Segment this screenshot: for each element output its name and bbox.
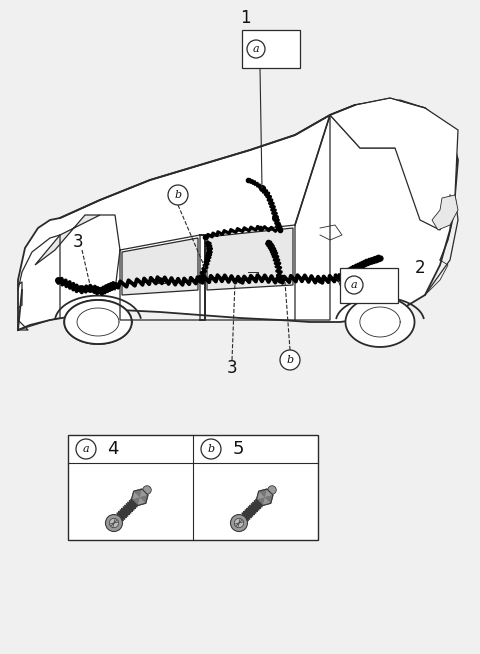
Polygon shape (432, 195, 458, 230)
Text: a: a (351, 280, 357, 290)
Bar (242, 30, 300, 68)
Text: b: b (174, 190, 181, 200)
Circle shape (168, 185, 188, 205)
Text: b: b (287, 355, 294, 365)
Polygon shape (265, 489, 273, 497)
Bar (340, 268, 398, 303)
Circle shape (280, 350, 300, 370)
Polygon shape (122, 238, 198, 295)
Text: 3: 3 (72, 233, 84, 251)
Polygon shape (35, 215, 100, 265)
Polygon shape (132, 497, 140, 506)
Text: 2: 2 (415, 259, 426, 277)
Text: 1: 1 (240, 9, 250, 27)
Polygon shape (140, 495, 148, 504)
Circle shape (76, 439, 96, 459)
Text: 5: 5 (232, 440, 244, 458)
Circle shape (234, 519, 244, 528)
Text: 3: 3 (227, 359, 237, 377)
Circle shape (109, 519, 119, 528)
Text: b: b (207, 444, 215, 454)
Polygon shape (265, 495, 273, 504)
Polygon shape (132, 491, 140, 500)
Bar (68, 435, 318, 540)
Polygon shape (330, 100, 425, 148)
Polygon shape (132, 489, 148, 506)
Circle shape (143, 486, 151, 494)
Polygon shape (138, 497, 146, 506)
Circle shape (268, 486, 276, 494)
Polygon shape (263, 497, 271, 506)
Circle shape (247, 40, 265, 58)
Circle shape (106, 515, 122, 532)
Text: a: a (83, 444, 89, 454)
Circle shape (345, 276, 363, 294)
Circle shape (230, 515, 248, 532)
Polygon shape (18, 100, 458, 330)
Polygon shape (346, 297, 415, 347)
Polygon shape (64, 300, 132, 344)
Polygon shape (256, 491, 265, 500)
Polygon shape (256, 497, 265, 506)
Text: 4: 4 (107, 440, 119, 458)
Polygon shape (330, 98, 458, 230)
Polygon shape (256, 489, 273, 506)
Polygon shape (134, 489, 142, 497)
Text: a: a (252, 44, 259, 54)
Circle shape (201, 439, 221, 459)
Polygon shape (140, 489, 148, 497)
Polygon shape (207, 228, 293, 290)
Polygon shape (259, 489, 267, 497)
